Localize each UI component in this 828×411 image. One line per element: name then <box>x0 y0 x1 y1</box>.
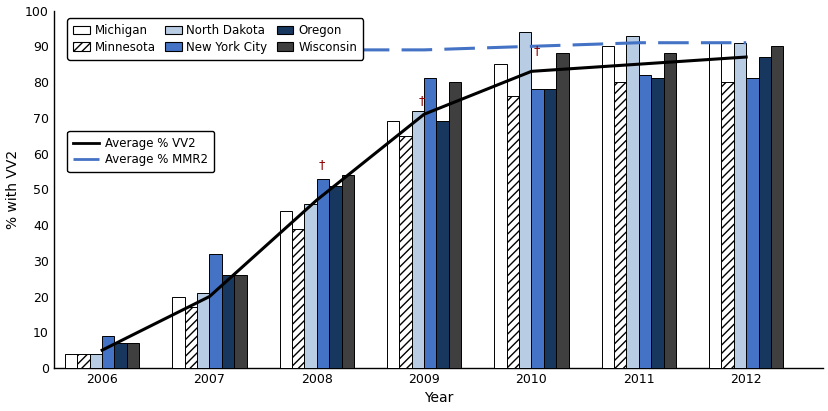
Bar <box>304 203 316 368</box>
Bar <box>172 296 185 368</box>
Bar <box>280 211 291 368</box>
Bar <box>745 79 758 368</box>
Bar <box>185 307 197 368</box>
Bar <box>448 82 460 368</box>
Bar <box>102 336 114 368</box>
Bar <box>316 178 329 368</box>
Bar <box>556 53 568 368</box>
Bar <box>412 111 424 368</box>
Legend: Average % VV2, Average % MMR2: Average % VV2, Average % MMR2 <box>67 131 214 172</box>
Bar <box>222 275 233 368</box>
Text: †: † <box>533 44 539 57</box>
Y-axis label: % with VV2: % with VV2 <box>6 150 20 229</box>
Bar <box>601 46 614 368</box>
Bar <box>662 53 675 368</box>
Bar <box>770 46 782 368</box>
Bar <box>518 32 531 368</box>
Bar <box>127 343 139 368</box>
Bar <box>708 43 720 368</box>
Bar <box>543 89 556 368</box>
Bar <box>233 275 246 368</box>
Bar <box>493 64 506 368</box>
Bar <box>531 89 543 368</box>
Bar <box>329 186 341 368</box>
Bar <box>506 96 518 368</box>
Bar <box>720 82 733 368</box>
Bar <box>387 121 399 368</box>
Bar <box>626 36 638 368</box>
Bar <box>399 136 412 368</box>
Bar <box>291 229 304 368</box>
Bar <box>733 43 745 368</box>
Bar <box>77 354 89 368</box>
Bar <box>638 75 650 368</box>
Text: †: † <box>319 158 325 171</box>
Text: †: † <box>418 94 425 107</box>
Bar <box>341 175 354 368</box>
Bar <box>436 121 448 368</box>
Bar <box>424 79 436 368</box>
Bar <box>209 254 222 368</box>
Bar <box>650 79 662 368</box>
Bar <box>197 293 209 368</box>
Bar <box>614 82 626 368</box>
Bar <box>65 354 77 368</box>
Bar <box>89 354 102 368</box>
Bar <box>758 57 770 368</box>
X-axis label: Year: Year <box>423 391 453 405</box>
Bar <box>114 343 127 368</box>
